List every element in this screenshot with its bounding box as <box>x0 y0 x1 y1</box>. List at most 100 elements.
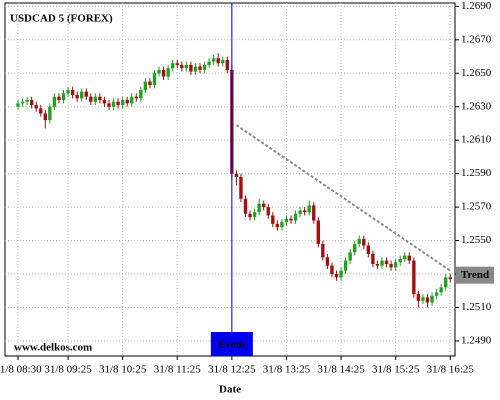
candle-body <box>362 238 366 246</box>
candle-body <box>189 64 193 72</box>
candle-body <box>425 297 430 303</box>
candle-body <box>193 66 198 72</box>
candle-body <box>234 173 239 177</box>
candle-body <box>334 274 339 278</box>
candle-body <box>380 260 384 266</box>
x-tick-label: 31/8 14:25 <box>317 364 365 376</box>
candle-body <box>371 253 375 264</box>
candle-body <box>448 277 452 280</box>
candle-body <box>98 96 102 101</box>
candle-body <box>252 212 257 218</box>
candle-body <box>20 101 25 104</box>
candle-body <box>139 89 143 99</box>
candle-body <box>416 294 421 301</box>
candle-body <box>398 258 402 263</box>
trend-label: Trend <box>461 269 489 281</box>
candle-body <box>152 73 157 85</box>
candle-body <box>221 59 225 64</box>
candle-body <box>348 252 352 261</box>
candle-body <box>89 96 93 102</box>
candle-body <box>43 113 47 121</box>
y-tick-label: 1.2670 <box>461 33 492 45</box>
candle-body <box>70 89 75 96</box>
candle-body <box>298 210 302 214</box>
candle-body <box>439 287 443 293</box>
candle-body <box>357 238 361 244</box>
candle-body <box>339 270 343 278</box>
candle-body <box>143 81 148 90</box>
candle-body <box>393 262 398 268</box>
candle-body <box>120 100 125 106</box>
candle-body <box>29 100 34 106</box>
candle-body <box>366 245 371 254</box>
candle-body <box>75 95 79 99</box>
candle-body <box>325 257 330 266</box>
candle-body <box>25 100 29 102</box>
trend-line <box>235 124 451 272</box>
candle-body <box>157 69 161 74</box>
candle-body <box>16 103 20 107</box>
candle-body <box>57 96 61 101</box>
plot-frame <box>4 2 456 357</box>
candle-body <box>353 243 357 253</box>
candle-body <box>407 255 411 261</box>
candle-body <box>307 205 311 213</box>
candle-body <box>257 203 261 213</box>
candle-body <box>434 292 439 296</box>
y-tick-label: 1.2510 <box>461 301 492 313</box>
candle-body <box>239 176 243 199</box>
candle-body <box>280 222 284 228</box>
candle-body <box>403 255 407 259</box>
y-tick-label: 1.2610 <box>461 134 492 146</box>
x-tick-label: 31/8 13:25 <box>263 364 311 376</box>
candle-body <box>302 210 307 213</box>
candle-body <box>262 203 266 208</box>
x-axis-label: Date <box>219 384 241 396</box>
candle-body <box>207 61 211 65</box>
candle-body <box>243 198 248 214</box>
x-tick-label: 31/8 09:25 <box>44 364 92 376</box>
candle-body <box>266 207 270 216</box>
y-tick-label: 1.2550 <box>461 234 492 246</box>
candle-body <box>330 265 334 275</box>
candle-body <box>134 96 138 99</box>
candle-body <box>384 260 389 264</box>
candle-body <box>180 64 184 69</box>
y-tick-label: 1.2570 <box>461 201 492 213</box>
candle-body <box>39 108 43 114</box>
x-tick-label: 31/8 12:25 <box>208 364 256 376</box>
x-tick-label: 31/8 15:25 <box>372 364 420 376</box>
candle-body <box>34 105 38 109</box>
y-tick-label: 1.2690 <box>461 0 492 12</box>
candle-body <box>271 215 275 224</box>
candle-body <box>161 69 166 77</box>
candle-body <box>216 58 220 64</box>
candle-body <box>289 218 293 221</box>
candle-body <box>316 220 320 244</box>
candle-body <box>225 59 229 70</box>
candle-body <box>84 91 88 97</box>
y-tick-label: 1.2490 <box>461 334 492 346</box>
candle-body <box>248 213 252 218</box>
candle-body <box>148 81 152 85</box>
candle-body <box>198 66 202 70</box>
candle-body <box>166 68 170 77</box>
candle-body <box>66 89 70 94</box>
candle-body <box>80 91 84 99</box>
candle-body <box>125 100 129 104</box>
candle-body <box>93 96 98 102</box>
x-tick-label: 31/8 08:30 <box>0 364 42 376</box>
candle-body <box>130 96 134 104</box>
candle-body <box>116 101 120 106</box>
chart-title: USDCAD 5 (FOREX) <box>10 13 113 25</box>
candle-body <box>102 100 107 104</box>
candle-body <box>111 101 116 107</box>
candle-body <box>202 64 207 70</box>
x-tick-label: 31/8 16:25 <box>427 364 475 376</box>
candle-body <box>444 277 448 288</box>
watermark: www.delkos.com <box>14 342 92 354</box>
candle-body <box>171 63 175 69</box>
candle-body <box>107 103 111 107</box>
